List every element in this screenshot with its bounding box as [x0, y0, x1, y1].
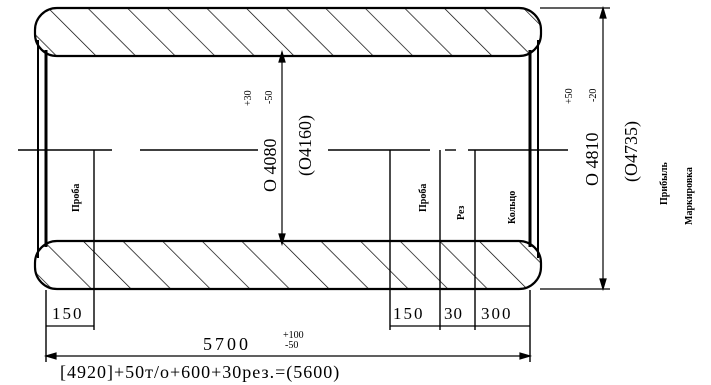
koltso-label: Кольцо: [507, 191, 518, 224]
inner-tolerance-plus: +30: [243, 90, 254, 106]
outer-reference-value: (О4735): [621, 121, 642, 182]
length-tolerance-plus: +100: [283, 330, 304, 341]
inner-tolerance-minus: -50: [264, 91, 275, 104]
rez-label: Рез: [456, 206, 467, 220]
markirovka-label: Маркировка: [684, 167, 695, 225]
proba-right-label: Проба: [418, 184, 429, 212]
section-lines: [45, 150, 531, 362]
pribyl-label: Прибыль: [659, 161, 670, 205]
dim-right-300: 300: [481, 304, 513, 323]
inner-diameter-dim: [278, 49, 286, 247]
proba-left-label: Проба: [71, 184, 82, 212]
bore-outline: [37, 40, 539, 258]
top-wall-section: [33, 6, 543, 58]
dim-left-150: 150: [52, 304, 84, 323]
inner-diameter-value: О 4080: [260, 139, 280, 193]
outer-tolerance-plus: +50: [564, 88, 575, 104]
length-value: 5700: [203, 334, 251, 354]
outer-tolerance-minus: -20: [588, 89, 599, 102]
dim-right-30: 30: [444, 304, 463, 323]
outer-diameter-value: О 4810: [582, 133, 602, 187]
dim-right-150: 150: [393, 304, 425, 323]
length-formula: [4920]+50т/о+600+30рез.=(5600): [60, 362, 340, 383]
outer-diameter-dim: [540, 5, 610, 292]
length-dim: [43, 352, 533, 360]
length-tolerance-minus: -50: [285, 340, 298, 351]
inner-reference-value: (О4160): [295, 115, 316, 176]
bottom-wall-section: [33, 239, 543, 291]
